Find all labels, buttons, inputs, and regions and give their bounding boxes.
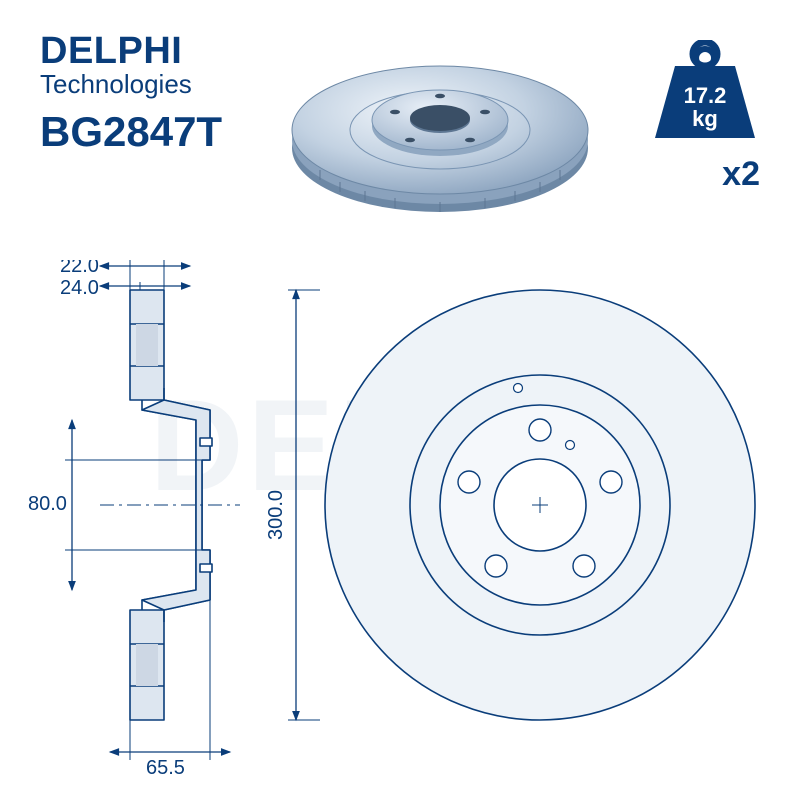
brand-name: DELPHI	[40, 30, 222, 73]
product-render	[280, 30, 600, 230]
dim-outer-diameter: 300.0	[265, 490, 287, 540]
brand-subtitle: Technologies	[40, 69, 222, 100]
front-face-view: 300.0	[265, 290, 755, 720]
dim-hat-depth: 65.5	[146, 757, 185, 779]
quantity-label: x2	[650, 155, 760, 194]
side-section-view: 22.0 24.0 80.0 65.5	[28, 260, 240, 779]
dim-hub-diameter: 80.0	[28, 493, 67, 515]
brand-block: DELPHI Technologies BG2847T	[40, 30, 222, 156]
part-number: BG2847T	[40, 108, 222, 156]
weight-block: 17.2kg x2	[650, 40, 760, 194]
header-region: DELPHI Technologies BG2847T	[40, 30, 760, 240]
dim-thickness-total: 24.0	[60, 277, 99, 299]
dim-thickness-outer: 22.0	[60, 260, 99, 277]
weight-value: 17.2kg	[650, 84, 760, 130]
technical-diagram: 22.0 24.0 80.0 65.5 300.0	[0, 260, 800, 780]
